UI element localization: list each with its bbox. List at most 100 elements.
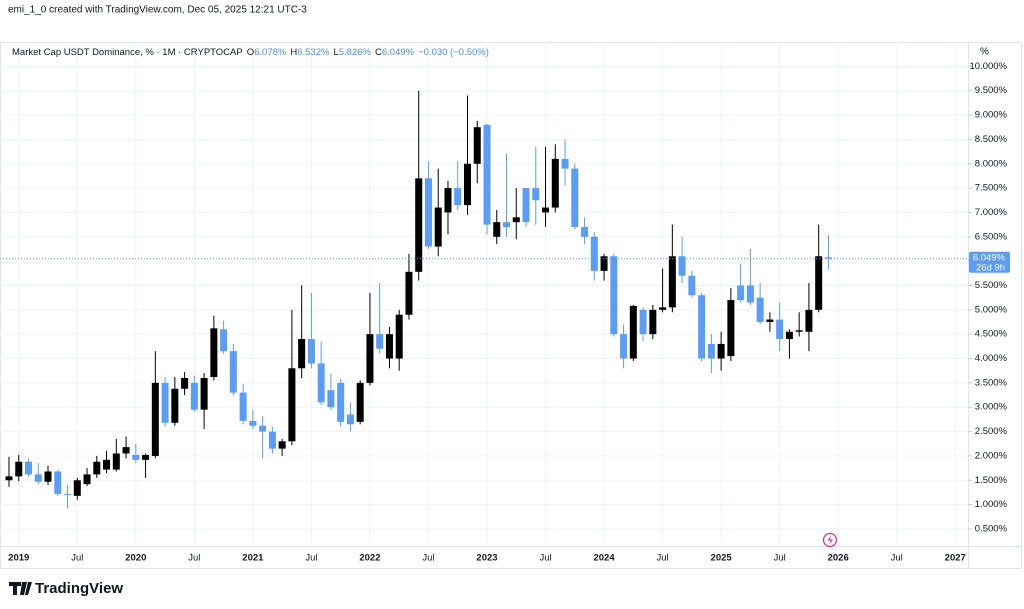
candle: [727, 287, 735, 361]
candle-body: [210, 328, 218, 378]
candle-body: [103, 459, 111, 470]
candle-body: [83, 474, 91, 485]
candle-body: [356, 382, 364, 422]
y-tick-label: 2.000%: [975, 450, 1008, 461]
candle-body: [746, 285, 754, 303]
candle-body: [405, 271, 413, 315]
candle: [190, 375, 198, 413]
candle-body: [805, 309, 813, 332]
candle-body: [532, 188, 540, 201]
candle: [15, 454, 23, 482]
candle: [307, 292, 315, 369]
candle-body: [815, 256, 823, 310]
y-tick-label: 8.000%: [975, 158, 1008, 169]
candle: [805, 283, 813, 352]
y-tick-label: 3.500%: [975, 377, 1008, 388]
candle: [815, 224, 823, 313]
candle-body: [434, 207, 442, 247]
candle-body: [668, 256, 676, 308]
candle: [5, 456, 13, 487]
candle-body: [142, 454, 150, 460]
y-tick-label: 3.000%: [975, 402, 1008, 413]
candle: [571, 163, 579, 230]
candle-body: [522, 188, 530, 223]
candle: [717, 331, 725, 371]
candle: [795, 312, 803, 337]
x-tick-label: Jul: [539, 553, 551, 564]
candle: [454, 161, 462, 210]
legend-key: O: [247, 47, 254, 58]
y-tick-label: 5.500%: [975, 280, 1008, 291]
candle-body: [551, 158, 559, 208]
candle: [503, 154, 511, 237]
candle-body: [151, 382, 159, 456]
candle-body: [132, 454, 140, 460]
x-tick-label: 2022: [359, 553, 380, 564]
candle: [463, 95, 471, 215]
candle-body: [298, 339, 306, 369]
candle: [776, 302, 784, 352]
candle: [356, 380, 364, 425]
candle: [151, 351, 159, 459]
legend-key: C: [375, 47, 382, 58]
candle-body: [590, 236, 598, 271]
candle: [581, 217, 589, 245]
candle-body: [678, 256, 686, 276]
candle-body: [112, 453, 120, 470]
candle-body: [659, 307, 667, 310]
candle-body: [171, 388, 179, 423]
legend-key: H: [290, 47, 297, 58]
y-tick-label: 10.000%: [969, 61, 1007, 72]
x-tick-label: 2021: [242, 553, 264, 564]
candle-body: [688, 275, 696, 296]
candle: [44, 465, 52, 486]
candle: [268, 426, 276, 454]
candle-body: [190, 382, 198, 410]
candle: [171, 377, 179, 426]
x-tick-label: 2025: [711, 553, 733, 564]
y-unit: %: [980, 47, 989, 58]
candle: [161, 377, 169, 427]
y-tick-label: 7.000%: [975, 207, 1008, 218]
candle: [473, 120, 481, 184]
candle-body: [64, 493, 72, 495]
candle: [522, 188, 530, 228]
candle: [278, 438, 286, 456]
candle: [220, 320, 228, 354]
candle-body: [181, 378, 189, 389]
candle: [707, 334, 715, 374]
candle: [25, 458, 33, 477]
candle: [737, 263, 745, 303]
logo-mark: [9, 582, 32, 595]
candle: [298, 285, 306, 378]
y-tick-label: 1.500%: [975, 475, 1008, 486]
y-tick-label: 0.500%: [975, 523, 1008, 534]
x-tick-label: Jul: [188, 553, 200, 564]
candle-body: [737, 285, 745, 301]
candle-body: [385, 334, 393, 359]
candle-body: [268, 431, 276, 449]
candle: [181, 372, 189, 396]
legend-title: Market Cap USDT Dominance, % · 1M · CRYP…: [12, 47, 243, 58]
candle-body: [639, 309, 647, 335]
candle: [493, 210, 501, 245]
candle-body: [620, 334, 628, 359]
candle: [561, 139, 569, 186]
candle-body: [34, 474, 42, 482]
candle: [444, 180, 452, 235]
candle: [610, 253, 618, 337]
candle-body: [200, 378, 208, 410]
candle-body: [512, 217, 520, 223]
brand-logo: TradingView: [9, 580, 123, 597]
x-tick-label: 2026: [828, 553, 849, 564]
candle-body: [73, 480, 81, 496]
candle: [395, 309, 403, 371]
x-tick-label: 2023: [476, 553, 497, 564]
y-tick-label: 1.000%: [975, 499, 1008, 510]
x-tick-label: Jul: [891, 553, 903, 564]
candle-body: [395, 314, 403, 359]
candle-body: [25, 461, 33, 475]
candle-body: [600, 256, 608, 271]
candle-body: [366, 334, 374, 383]
